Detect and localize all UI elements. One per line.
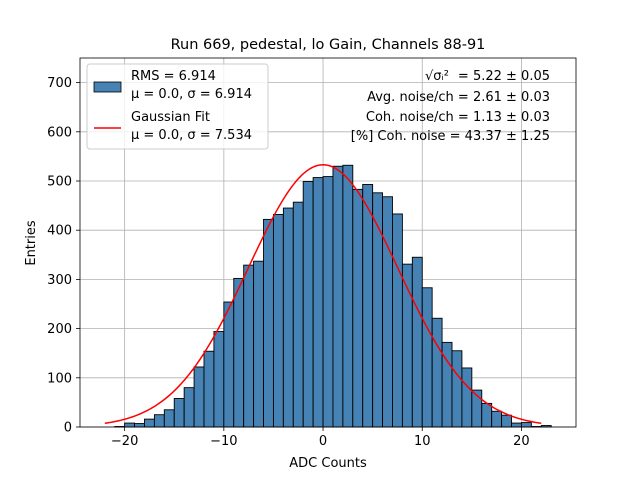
y-tick-label: 600	[47, 125, 72, 140]
x-tick-label: −10	[210, 434, 237, 449]
histogram-bar	[461, 367, 473, 428]
histogram-bar	[223, 301, 235, 428]
histogram-bars	[114, 164, 552, 428]
histogram-bar	[144, 418, 155, 428]
histogram-bar	[272, 214, 284, 428]
histogram-bar	[382, 196, 393, 428]
legend-fit-stats: μ = 0.0, σ = 7.534	[131, 128, 252, 143]
x-axis-label: ADC Counts	[289, 456, 367, 471]
histogram-bar	[282, 207, 294, 428]
annotation-coh-percent: [%] Coh. noise = 43.37 ± 1.25	[351, 129, 550, 144]
annotation-sigma-symbol: √σᵢ²	[425, 69, 449, 84]
histogram-bar	[362, 183, 374, 428]
histogram-bar	[491, 410, 503, 428]
histogram-bar	[193, 366, 205, 428]
axes-frame	[79, 57, 577, 428]
histogram-bar	[163, 409, 175, 428]
histogram-bar	[253, 260, 264, 428]
legend: RMS = 6.914 μ = 0.0, σ = 6.914 Gaussian …	[86, 63, 269, 150]
x-tick-label: 20	[513, 434, 530, 449]
histogram-bar	[203, 350, 215, 428]
histogram-bar	[392, 213, 403, 428]
x-tick-label: 10	[414, 434, 431, 449]
y-tick-label: 300	[47, 273, 72, 288]
y-tick-label: 100	[47, 371, 72, 386]
histogram-bar	[451, 350, 463, 428]
legend-histogram-label: RMS = 6.914	[131, 69, 216, 84]
histogram-bar	[352, 188, 364, 428]
noise-annotations: √σᵢ² = 5.22 ± 0.05 Avg. noise/ch = 2.61 …	[351, 69, 550, 144]
annotation-coh-noise: Coh. noise/ch = 1.13 ± 0.03	[366, 110, 550, 125]
histogram-bar	[481, 402, 493, 428]
histogram-bar	[183, 387, 195, 428]
y-tick-label: 500	[47, 175, 72, 190]
y-axis-ticks: 0 100 200 300 400 500 600 700	[47, 76, 80, 436]
histogram-bar	[431, 317, 443, 428]
histogram-bar	[511, 422, 522, 428]
y-tick-label: 0	[64, 421, 72, 436]
histogram-bar	[173, 398, 185, 428]
annotation-sigma-value: = 5.22 ± 0.05	[458, 69, 550, 84]
histogram-bar	[520, 422, 532, 428]
histogram-bar	[411, 256, 423, 428]
y-tick-label: 200	[47, 322, 72, 337]
histogram-bar	[342, 164, 354, 428]
annotation-avg-noise: Avg. noise/ch = 2.61 ± 0.03	[367, 90, 550, 105]
y-axis-label: Entries	[24, 220, 39, 266]
histogram-bar	[213, 331, 225, 428]
legend-fit-label: Gaussian Fit	[131, 110, 210, 125]
histogram-bar	[243, 264, 255, 428]
histogram-bar	[302, 181, 314, 428]
histogram-bar	[372, 192, 384, 428]
histogram-bar	[421, 287, 433, 428]
gaussian-fit-curve	[104, 164, 542, 425]
x-tick-label: −20	[111, 434, 138, 449]
legend-histogram-stats: μ = 0.0, σ = 6.914	[131, 87, 252, 102]
chart-title: Run 669, pedestal, lo Gain, Channels 88-…	[171, 37, 486, 53]
histogram-bar	[322, 176, 334, 428]
histogram-bar	[312, 177, 324, 428]
y-tick-label: 700	[47, 76, 72, 91]
legend-frame	[86, 63, 269, 150]
histogram-bar	[233, 277, 245, 428]
histogram-bar	[134, 423, 145, 428]
legend-histogram-swatch	[93, 81, 122, 93]
x-axis-ticks: −20 −10 0 10 20	[111, 427, 530, 449]
histogram-bar	[153, 414, 165, 428]
histogram-bar	[292, 201, 304, 428]
histogram-bar	[501, 414, 512, 428]
x-tick-label: 0	[319, 434, 327, 449]
histogram-bar	[124, 422, 136, 428]
histogram-bar	[263, 218, 274, 428]
y-tick-label: 400	[47, 224, 72, 239]
histogram-bar	[332, 165, 344, 428]
